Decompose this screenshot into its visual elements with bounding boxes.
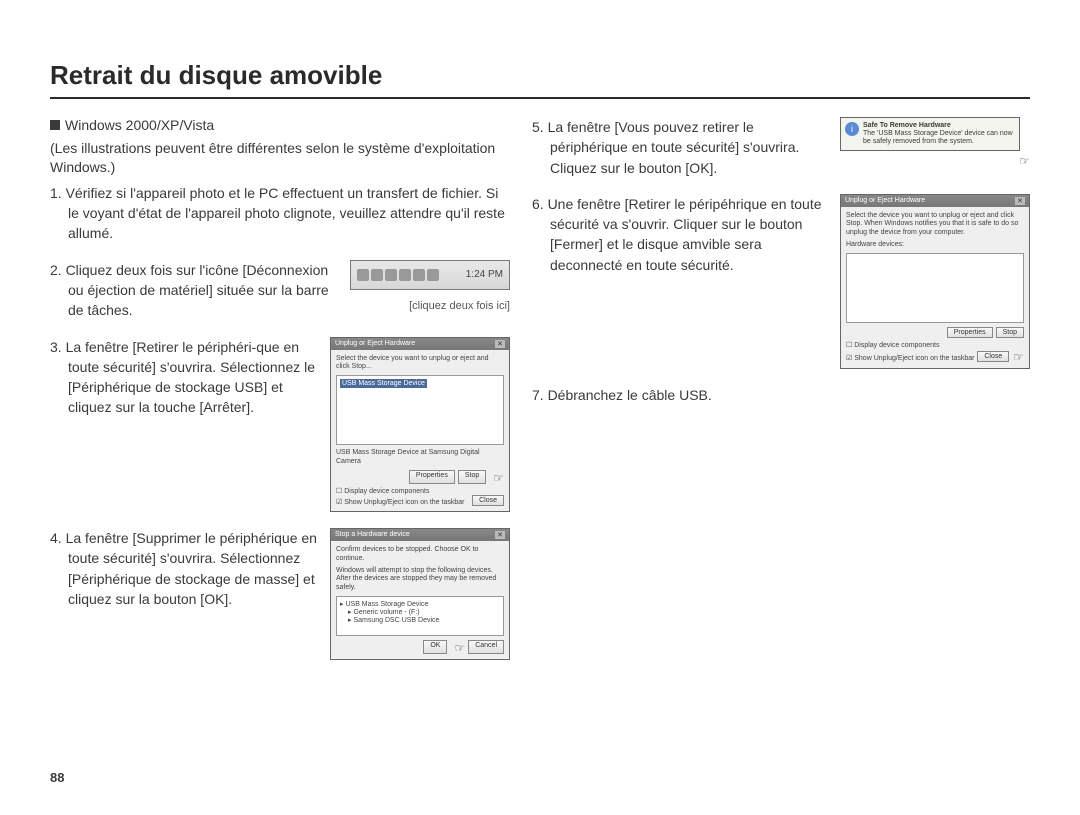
os-note: (Les illustrations peuvent être différen… (50, 139, 510, 177)
close-icon: ✕ (1015, 197, 1025, 205)
chk2: ☑ Show Unplug/Eject icon on the taskbar (846, 354, 974, 362)
subtitle: Windows 2000/XP/Vista (50, 117, 510, 133)
dialog-3-item: USB Mass Storage Device (340, 379, 427, 388)
dialog-3-titlebar: Unplug or Eject Hardware ✕ (331, 338, 509, 350)
dialog-3-list: USB Mass Storage Device (336, 375, 504, 445)
step-1: 1. Vérifiez si l'appareil photo et le PC… (68, 183, 510, 244)
content-columns: Windows 2000/XP/Vista (Les illustrations… (50, 117, 1030, 676)
hand-icon: ☞ (493, 471, 504, 485)
properties-button: Properties (947, 327, 993, 338)
close-icon: ✕ (495, 340, 505, 348)
info-icon: i (845, 122, 859, 136)
step-6-row: 6. Une fenêtre [Retirer le péripéhrique … (532, 194, 1030, 370)
step-4: 4. La fenêtre [Supprimer le périphérique… (68, 528, 320, 660)
dialog-4-list: USB Mass Storage Device Generic volume -… (336, 596, 504, 636)
close-icon: ✕ (495, 531, 505, 539)
step-5: 5. La fenêtre [Vous pouvez retirer le pé… (550, 117, 830, 178)
hand-icon: ☞ (1019, 154, 1030, 168)
dialog-3-title: Unplug or Eject Hardware (335, 340, 415, 348)
dialog-4-titlebar: Stop a Hardware device ✕ (331, 529, 509, 541)
tray-icons (357, 269, 439, 281)
step-6: 6. Une fenêtre [Retirer le péripéhrique … (550, 194, 830, 370)
dialog-4-desc: Confirm devices to be stopped. Choose OK… (336, 546, 504, 563)
right-column: 5. La fenêtre [Vous pouvez retirer le pé… (532, 117, 1030, 676)
step-5-row: 5. La fenêtre [Vous pouvez retirer le pé… (532, 117, 1030, 178)
step-4-row: 4. La fenêtre [Supprimer le périphérique… (50, 528, 510, 660)
tray-time: 1:24 PM (466, 269, 503, 280)
chk2: ☑ Show Unplug/Eject icon on the taskbar (336, 498, 464, 506)
tray-caption: [cliquez deux fois ici] (350, 300, 510, 312)
bullet-icon (50, 120, 60, 130)
dialog-4: Stop a Hardware device ✕ Confirm devices… (330, 528, 510, 660)
step-3: 3. La fenêtre [Retirer le périphéri-que … (68, 337, 320, 513)
balloon-5: i Safe To Remove Hardware The 'USB Mass … (840, 117, 1020, 151)
balloon-text: The 'USB Mass Storage Device' device can… (863, 130, 1015, 146)
dialog-6-label: Hardware devices: (846, 241, 1024, 249)
dialog-6-titlebar: Unplug or Eject Hardware ✕ (841, 195, 1029, 207)
step-2: 2. Cliquez deux fois sur l'icône [Déconn… (68, 260, 340, 321)
dialog-3-footer: USB Mass Storage Device at Samsung Digit… (336, 449, 504, 466)
step-7: 7. Débranchez le câble USB. (550, 385, 1030, 405)
dialog-6-list (846, 253, 1024, 323)
cancel-button: Cancel (468, 640, 504, 654)
taskbar-figure: 1:24 PM [cliquez deux fois ici] (350, 260, 510, 321)
hand-icon: ☞ (1013, 350, 1024, 364)
close-button: Close (472, 495, 504, 506)
left-column: Windows 2000/XP/Vista (Les illustrations… (50, 117, 510, 676)
balloon-title: Safe To Remove Hardware (863, 122, 1015, 130)
step-2-row: 2. Cliquez deux fois sur l'icône [Déconn… (50, 260, 510, 321)
chk1: ☐ Display device components (336, 487, 504, 495)
close-button: Close (977, 351, 1009, 362)
taskbar-box: 1:24 PM (350, 260, 510, 290)
stop-button: Stop (458, 470, 486, 484)
step-3-row: 3. La fenêtre [Retirer le périphéri-que … (50, 337, 510, 513)
dialog-3-desc: Select the device you want to unplug or … (336, 355, 504, 372)
page-title: Retrait du disque amovible (50, 60, 1030, 99)
dialog-6-title: Unplug or Eject Hardware (845, 197, 925, 205)
hand-icon: ☞ (454, 641, 465, 655)
dialog-4-desc2: Windows will attempt to stop the followi… (336, 567, 504, 592)
subtitle-text: Windows 2000/XP/Vista (65, 117, 214, 133)
dialog-4-title: Stop a Hardware device (335, 531, 410, 539)
stop-button: Stop (996, 327, 1024, 338)
dialog-4-item2: Generic volume - (F:) (348, 608, 500, 616)
page-number: 88 (50, 770, 64, 785)
dialog-6: Unplug or Eject Hardware ✕ Select the de… (840, 194, 1030, 370)
properties-button: Properties (409, 470, 455, 484)
chk1: ☐ Display device components (846, 341, 1024, 349)
dialog-4-item3: Samsung DSC USB Device (348, 616, 500, 624)
ok-button: OK (423, 640, 447, 654)
dialog-6-desc: Select the device you want to unplug or … (846, 212, 1024, 237)
dialog-3: Unplug or Eject Hardware ✕ Select the de… (330, 337, 510, 513)
dialog-4-item1: USB Mass Storage Device (340, 600, 500, 608)
